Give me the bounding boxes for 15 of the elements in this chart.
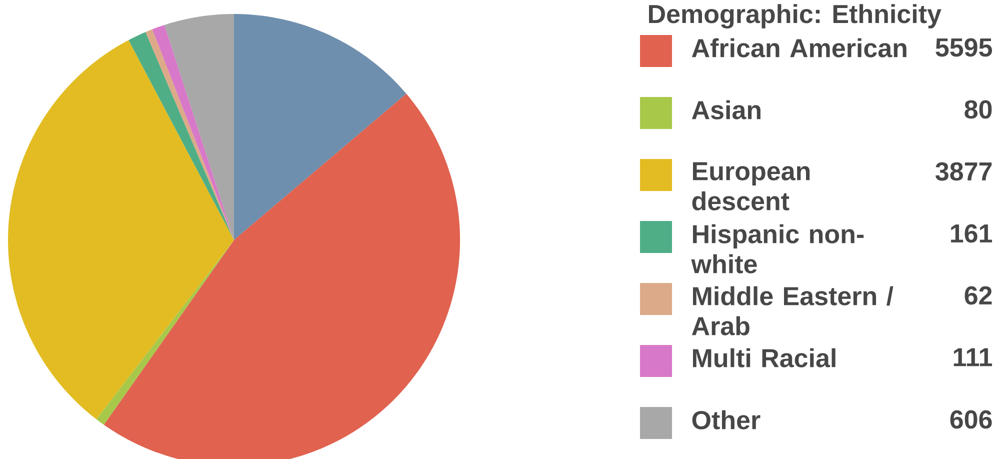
data-label: 62 [964, 286, 992, 305]
legend-title: Demographic: Ethnicity [649, 4, 942, 28]
data-label: 3877 [936, 162, 992, 181]
data-label: 5595 [936, 38, 992, 57]
legend-label: Asian [692, 100, 760, 120]
legend-label: Multi Racial [693, 348, 836, 368]
legend-label: Other [692, 410, 760, 430]
legend-label: Middle Eastern / Arab [692, 286, 894, 336]
data-label: 606 [950, 410, 992, 429]
legend-label: Hispanic non-white [691, 224, 864, 274]
data-label: 161 [951, 224, 992, 243]
legend-label: African American [692, 38, 906, 58]
data-label: 111 [954, 348, 992, 366]
data-label: 80 [964, 100, 992, 119]
legend-label: European descent [692, 162, 810, 210]
